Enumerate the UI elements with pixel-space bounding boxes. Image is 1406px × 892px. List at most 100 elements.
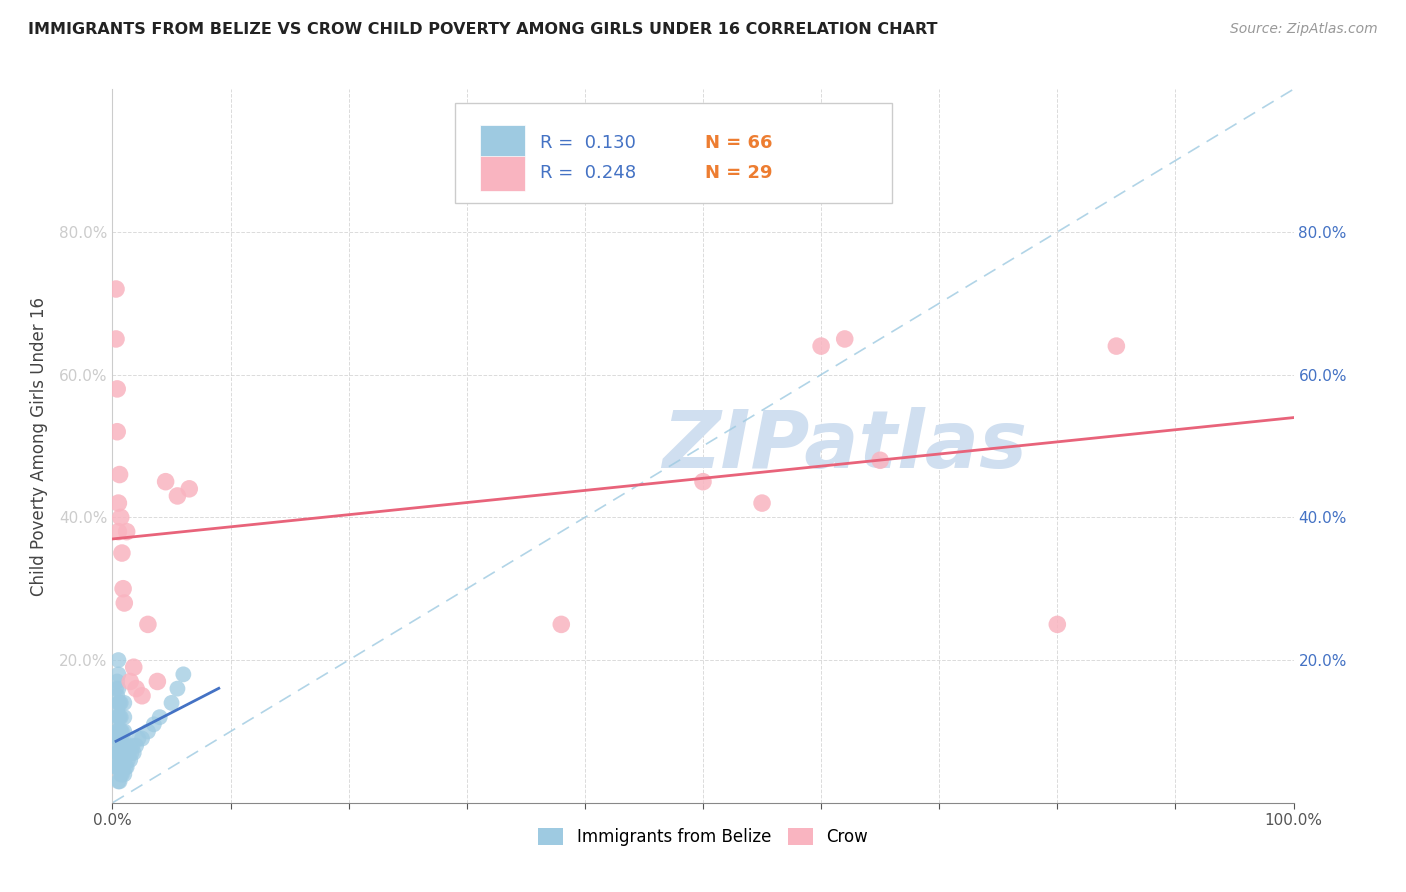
Point (120, 753, 142, 767)
Point (112, 760, 135, 774)
Point (105, 703, 128, 717)
Point (115, 739, 138, 753)
Point (105, 724, 128, 739)
Text: N = 29: N = 29 (706, 164, 773, 182)
Text: IMMIGRANTS FROM BELIZE VS CROW CHILD POVERTY AMONG GIRLS UNDER 16 CORRELATION CH: IMMIGRANTS FROM BELIZE VS CROW CHILD POV… (28, 22, 938, 37)
Point (112, 596, 135, 610)
Point (105, 746, 128, 760)
Point (105, 760, 128, 774)
Point (146, 674, 169, 689)
Point (108, 774, 131, 789)
Point (107, 667, 129, 681)
Point (869, 453, 891, 467)
Point (166, 681, 188, 696)
Point (105, 760, 128, 774)
Point (112, 696, 135, 710)
Point (136, 724, 159, 739)
Point (131, 689, 153, 703)
Point (110, 724, 132, 739)
Point (118, 746, 141, 760)
Point (120, 674, 142, 689)
Point (107, 653, 129, 667)
Point (105, 674, 128, 689)
Point (122, 660, 145, 674)
Point (107, 710, 129, 724)
FancyBboxPatch shape (456, 103, 891, 203)
Point (810, 339, 832, 353)
Point (112, 710, 135, 724)
Point (110, 767, 132, 781)
Point (105, 282, 128, 296)
Point (1105, 339, 1128, 353)
Point (107, 724, 129, 739)
Point (127, 731, 149, 746)
Y-axis label: Child Poverty Among Girls Under 16: Child Poverty Among Girls Under 16 (30, 296, 48, 596)
Point (121, 739, 143, 753)
Point (155, 475, 177, 489)
Point (107, 731, 129, 746)
Point (115, 524, 138, 539)
Point (108, 760, 131, 774)
Point (108, 696, 131, 710)
Point (692, 475, 714, 489)
Point (112, 746, 135, 760)
Text: Source: ZipAtlas.com: Source: ZipAtlas.com (1230, 22, 1378, 37)
Point (107, 696, 129, 710)
Point (108, 746, 131, 760)
Point (105, 710, 128, 724)
Point (108, 710, 131, 724)
Point (136, 617, 159, 632)
Text: N = 66: N = 66 (706, 134, 773, 152)
Point (142, 717, 165, 731)
Point (114, 746, 136, 760)
Point (110, 710, 132, 724)
Text: ZIPatlas: ZIPatlas (662, 407, 1028, 485)
Point (111, 546, 134, 560)
Point (107, 746, 129, 760)
Point (105, 382, 128, 396)
Point (111, 767, 134, 781)
Point (834, 332, 856, 346)
Point (105, 332, 128, 346)
Point (112, 767, 135, 781)
Point (111, 739, 134, 753)
Point (108, 731, 131, 746)
Point (131, 731, 153, 746)
Point (112, 724, 135, 739)
Point (107, 681, 129, 696)
Point (550, 617, 572, 632)
Point (107, 774, 129, 789)
Point (107, 753, 129, 767)
Text: R =  0.130: R = 0.130 (540, 134, 636, 152)
Point (115, 760, 138, 774)
Point (107, 524, 129, 539)
Point (112, 753, 135, 767)
Point (125, 739, 148, 753)
Point (110, 510, 132, 524)
Point (111, 724, 134, 739)
Point (166, 489, 188, 503)
Point (112, 731, 135, 746)
Point (105, 739, 128, 753)
Point (1046, 617, 1069, 632)
Point (105, 681, 128, 696)
FancyBboxPatch shape (479, 125, 524, 161)
Point (172, 667, 194, 681)
Point (112, 582, 135, 596)
Point (108, 467, 131, 482)
Legend: Immigrants from Belize, Crow: Immigrants from Belize, Crow (531, 822, 875, 853)
Point (105, 724, 128, 739)
Point (149, 710, 172, 724)
Point (120, 746, 142, 760)
Point (112, 739, 135, 753)
Point (107, 496, 129, 510)
Point (117, 753, 139, 767)
Point (110, 696, 132, 710)
Point (105, 689, 128, 703)
Point (110, 739, 132, 753)
Point (107, 760, 129, 774)
Point (122, 746, 145, 760)
Point (160, 696, 183, 710)
Point (110, 753, 132, 767)
Text: R =  0.248: R = 0.248 (540, 164, 636, 182)
